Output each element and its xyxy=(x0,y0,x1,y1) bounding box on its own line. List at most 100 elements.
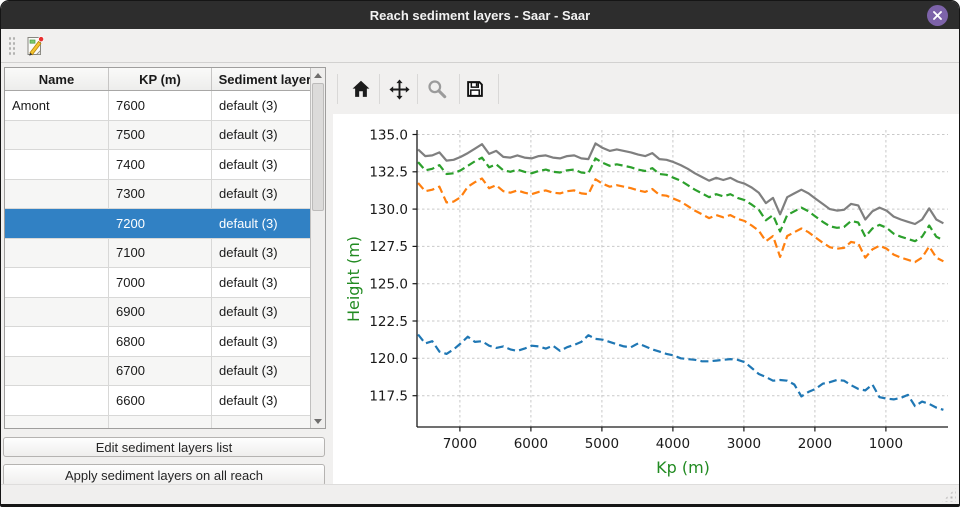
y-axis-label: Height (m) xyxy=(344,236,363,322)
cell-name xyxy=(5,297,109,326)
toolbar-drag-handle[interactable] xyxy=(7,34,15,57)
table-row[interactable]: 7000 default (3) xyxy=(5,268,310,298)
series-gray-solid-top xyxy=(417,142,944,226)
titlebar[interactable]: Reach sediment layers - Saar - Saar xyxy=(1,1,959,29)
cell-name xyxy=(5,209,109,238)
series-green-dashed xyxy=(417,156,944,243)
cell-name xyxy=(5,179,109,208)
close-button[interactable] xyxy=(927,4,948,26)
apply-sediment-layers-button[interactable]: Apply sediment layers on all reach xyxy=(3,464,325,486)
scroll-up-icon[interactable] xyxy=(311,68,325,82)
cell-name xyxy=(5,268,109,297)
table-row[interactable]: 7300 default (3) xyxy=(5,179,310,209)
x-tick-label: 1000 xyxy=(869,436,903,452)
table-row[interactable] xyxy=(5,415,310,429)
zoom-icon xyxy=(428,80,447,99)
sediment-table-body: Amont 7600 default (3) 7500 default (3) 7400 d… xyxy=(5,91,310,428)
cell-layers: default (3) xyxy=(219,363,278,379)
cell-layers: default (3) xyxy=(219,274,278,290)
plot-pan-button[interactable] xyxy=(386,76,412,102)
cell-name xyxy=(5,120,109,149)
window-title: Reach sediment layers - Saar - Saar xyxy=(369,7,591,23)
cell-name xyxy=(5,327,109,356)
resize-grip[interactable] xyxy=(942,488,956,502)
cell-kp: 7200 xyxy=(116,215,145,231)
x-tick-label: 2000 xyxy=(798,436,832,452)
cell-name xyxy=(5,238,109,267)
table-row[interactable]: 6700 default (3) xyxy=(5,356,310,386)
main-toolbar xyxy=(1,29,959,63)
cell-layers: default (3) xyxy=(219,304,278,320)
cell-kp: 7300 xyxy=(109,179,212,208)
cell-kp: 6700 xyxy=(109,356,212,385)
column-header-name[interactable]: Name xyxy=(5,68,109,90)
cell-kp: 7100 xyxy=(109,238,212,267)
plot-canvas[interactable]: 117.5 120.0 122.5 125.0 127.5 130.0 132.5 135.0… xyxy=(333,114,959,488)
y-tick-label: 130.0 xyxy=(369,202,408,218)
y-tick-label: 117.5 xyxy=(369,389,408,405)
cell-name xyxy=(5,150,109,179)
column-header-layers[interactable]: Sediment layers xyxy=(218,71,319,87)
status-bar xyxy=(1,484,959,504)
toolbar-separator xyxy=(459,74,460,104)
x-tick-label: 7000 xyxy=(443,436,477,452)
edit-document-icon xyxy=(27,35,45,56)
cell-empty xyxy=(212,416,310,429)
cell-name xyxy=(5,356,109,385)
cell-layers: default (3) xyxy=(219,215,278,231)
cell-layers: default (3) xyxy=(219,186,278,202)
column-header-kp[interactable]: KP (m) xyxy=(109,68,212,90)
plot-home-button[interactable] xyxy=(348,76,374,102)
close-icon xyxy=(933,10,942,20)
toolbar-separator xyxy=(337,74,338,104)
cell-layers: default (3) xyxy=(219,245,278,261)
table-row[interactable]: 7200 default (3) xyxy=(5,209,310,239)
x-tick-label: 4000 xyxy=(656,436,690,452)
cell-kp: 6900 xyxy=(109,297,212,326)
toolbar-separator xyxy=(498,74,499,104)
cell-layers: default (3) xyxy=(219,333,278,349)
table-row[interactable]: 7500 default (3) xyxy=(5,120,310,150)
y-tick-label: 132.5 xyxy=(369,165,408,181)
cell-kp: 6600 xyxy=(109,386,212,415)
cell-kp: 7600 xyxy=(109,91,212,120)
table-row[interactable]: 7100 default (3) xyxy=(5,238,310,268)
cell-layers: default (3) xyxy=(219,392,278,408)
cell-kp: 6800 xyxy=(109,327,212,356)
toolbar-separator xyxy=(379,74,380,104)
y-tick-label: 120.0 xyxy=(369,351,408,367)
x-tick-label: 6000 xyxy=(514,436,548,452)
cell-kp: 7000 xyxy=(109,268,212,297)
cell-layers: default (3) xyxy=(219,156,278,172)
sediment-table: Name KP (m) Sediment layers Amont 7600 def… xyxy=(4,67,326,429)
edit-sediment-layers-button[interactable]: Edit sediment layers list xyxy=(3,437,325,457)
series-blue-dashed-bottom xyxy=(417,333,944,411)
x-tick-label: 3000 xyxy=(727,436,761,452)
scrollbar-thumb[interactable] xyxy=(312,83,324,211)
y-tick-label: 127.5 xyxy=(369,239,408,255)
cell-empty xyxy=(5,415,109,428)
x-tick-label: 5000 xyxy=(585,436,619,452)
plot-zoom-button[interactable] xyxy=(424,76,450,102)
table-row[interactable]: 6900 default (3) xyxy=(5,297,310,327)
cell-layers: default (3) xyxy=(219,97,278,113)
table-header: Name KP (m) Sediment layers xyxy=(5,68,325,91)
cell-kp: 7400 xyxy=(109,150,212,179)
cell-name: Amont xyxy=(5,91,109,120)
toolbar-separator xyxy=(417,74,418,104)
scroll-down-icon[interactable] xyxy=(311,414,325,428)
table-scrollbar[interactable] xyxy=(310,68,325,428)
plot-save-button[interactable] xyxy=(462,76,488,102)
y-tick-label: 125.0 xyxy=(369,277,408,293)
table-row[interactable]: Amont 7600 default (3) xyxy=(5,91,310,121)
table-row[interactable]: 6600 default (3) xyxy=(5,386,310,416)
cell-kp: 7500 xyxy=(109,120,212,149)
edit-sediment-button[interactable] xyxy=(21,32,49,60)
save-icon xyxy=(467,81,483,97)
cell-layers: default (3) xyxy=(219,127,278,143)
table-row[interactable]: 6800 default (3) xyxy=(5,327,310,357)
y-tick-label: 122.5 xyxy=(369,314,408,330)
table-row[interactable]: 7400 default (3) xyxy=(5,150,310,180)
cell-empty xyxy=(109,415,212,428)
